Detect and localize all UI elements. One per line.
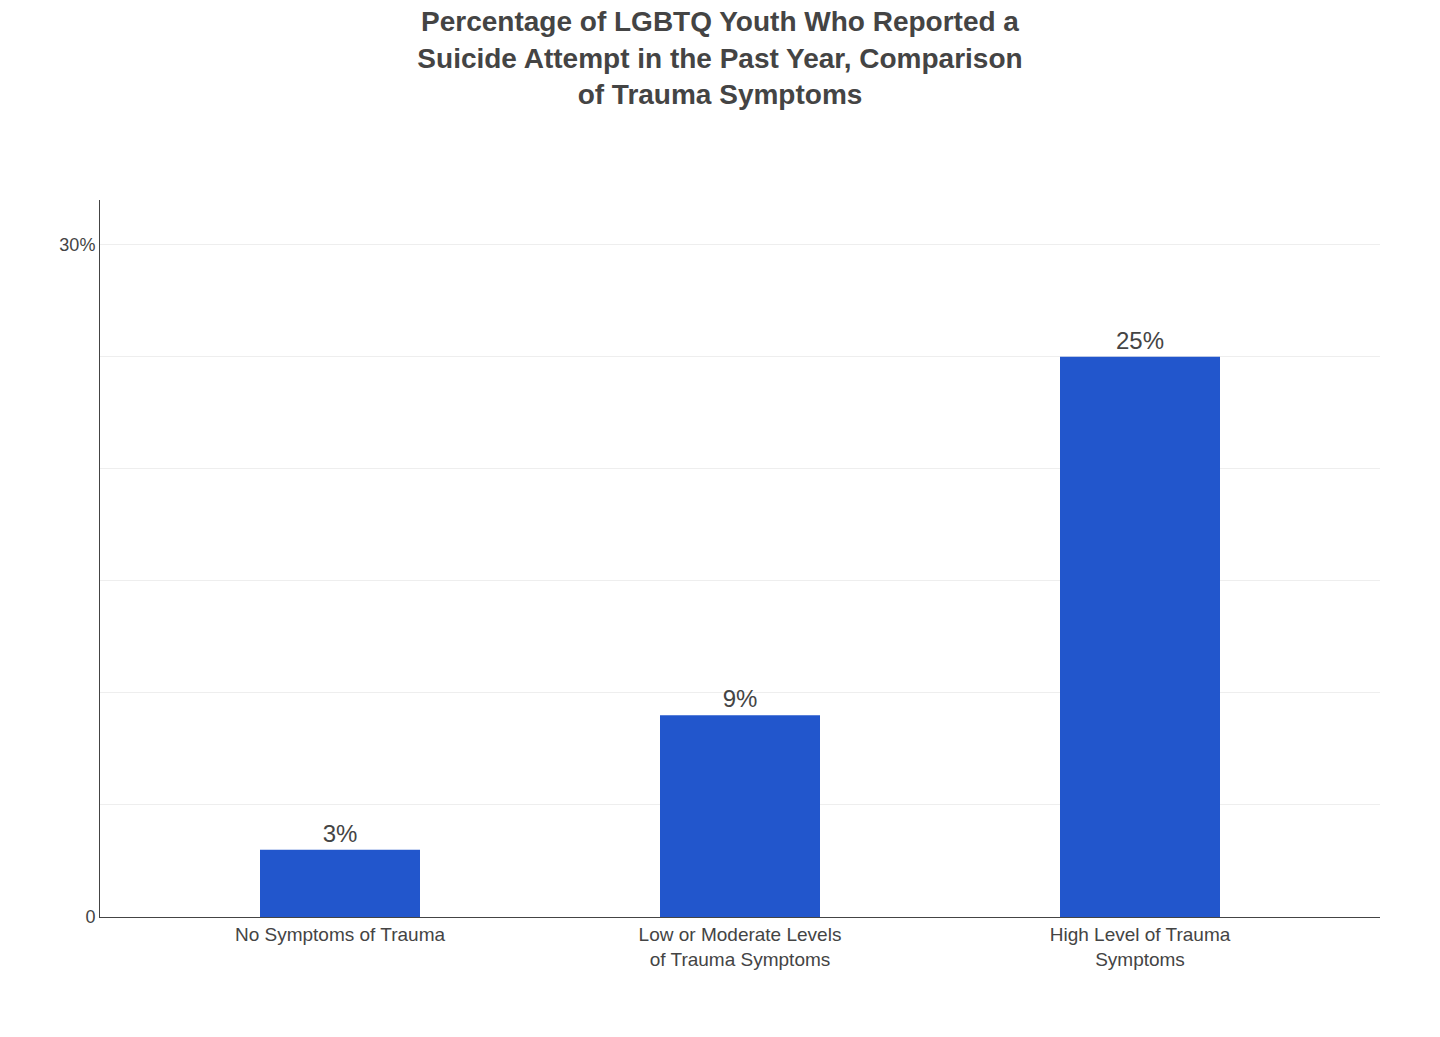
svg-text:Low or Moderate Levelsof Traum: Low or Moderate Levelsof Trauma Symptoms (639, 924, 842, 970)
svg-text:25%: 25% (1116, 327, 1164, 354)
svg-text:0: 0 (85, 907, 95, 927)
svg-text:Percentage of LGBTQ Youth Who: Percentage of LGBTQ Youth Who Reported a… (417, 6, 1022, 110)
svg-text:30%: 30% (59, 235, 95, 255)
svg-text:High Level of TraumaSymptoms: High Level of TraumaSymptoms (1050, 924, 1231, 970)
svg-text:3%: 3% (323, 820, 358, 847)
svg-text:9%: 9% (723, 685, 758, 712)
svg-text:No Symptoms of Trauma: No Symptoms of Trauma (235, 924, 446, 945)
